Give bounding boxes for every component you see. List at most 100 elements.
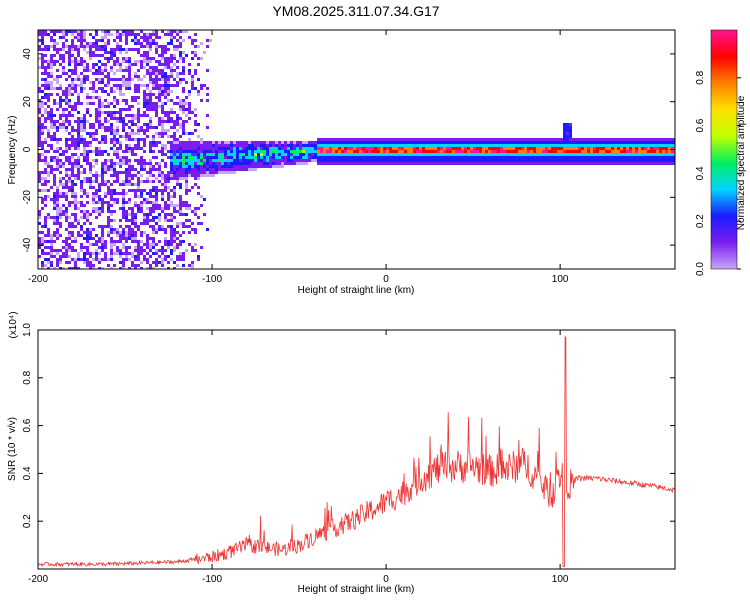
spectrogram-cell bbox=[515, 150, 518, 153]
spectrogram-cell bbox=[83, 120, 86, 123]
spectrogram-cell bbox=[158, 63, 161, 66]
spectrogram-cell bbox=[95, 48, 98, 51]
spectrogram-cell bbox=[347, 159, 350, 162]
spectrogram-cell bbox=[242, 159, 245, 162]
spectrogram-cell bbox=[413, 150, 416, 153]
spectrogram-cell bbox=[71, 141, 74, 144]
spectrogram-cell bbox=[110, 165, 113, 168]
spectrogram-cell bbox=[248, 153, 251, 156]
spectrogram-cell bbox=[110, 78, 113, 81]
spectrogram-cell bbox=[137, 207, 140, 210]
spectrogram-cell bbox=[77, 156, 80, 159]
spectrogram-cell bbox=[104, 111, 107, 114]
spectrogram-cell bbox=[560, 162, 563, 165]
spectrogram-cell bbox=[128, 174, 131, 177]
spectrogram-cell bbox=[143, 51, 146, 54]
spectrogram-cell bbox=[137, 138, 140, 141]
spectrogram-cell bbox=[164, 81, 167, 84]
spectrogram-cell bbox=[329, 147, 332, 150]
spectrogram-cell bbox=[218, 162, 221, 165]
spectrogram-cell bbox=[110, 117, 113, 120]
spectrogram-cell bbox=[431, 150, 434, 153]
spectrogram-cell bbox=[431, 141, 434, 144]
spectrogram-cell bbox=[38, 48, 41, 51]
spectrogram-cell bbox=[500, 162, 503, 165]
spectrogram-cell bbox=[53, 99, 56, 102]
spectrogram-cell bbox=[176, 174, 179, 177]
spectrogram-cell bbox=[101, 234, 104, 237]
spectrogram-cell bbox=[68, 237, 71, 240]
spectrogram-cell bbox=[161, 159, 164, 162]
spectrogram-cell bbox=[71, 108, 74, 111]
spectrogram-cell bbox=[452, 150, 455, 153]
spectrogram-cell bbox=[179, 99, 182, 102]
spectrogram-cell bbox=[122, 48, 125, 51]
spectrogram-cell bbox=[176, 243, 179, 246]
spectrogram-cell bbox=[464, 147, 467, 150]
spectrogram-cell bbox=[134, 174, 137, 177]
spectrogram-cell bbox=[248, 168, 251, 171]
spectrogram-cell bbox=[161, 102, 164, 105]
spectrogram-cell bbox=[89, 264, 92, 267]
spectrogram-cell bbox=[86, 63, 89, 66]
spectrogram-cell bbox=[422, 150, 425, 153]
spectrogram-cell bbox=[140, 246, 143, 249]
spectrogram-cell bbox=[170, 126, 173, 129]
spectrogram-cell bbox=[287, 153, 290, 156]
spectrogram-cell bbox=[107, 102, 110, 105]
spectrogram-cell bbox=[548, 138, 551, 141]
spectrogram-cell bbox=[134, 138, 137, 141]
spectrogram-cell bbox=[206, 150, 209, 153]
spectrogram-cell bbox=[662, 144, 665, 147]
spectrogram-cell bbox=[443, 150, 446, 153]
spectrogram-cell bbox=[53, 33, 56, 36]
spectrogram-cell bbox=[653, 147, 656, 150]
spectrogram-cell bbox=[233, 162, 236, 165]
spectrogram-cell bbox=[488, 156, 491, 159]
spectrogram-cell bbox=[116, 36, 119, 39]
spectrogram-cell bbox=[122, 126, 125, 129]
spectrogram-cell bbox=[149, 45, 152, 48]
spectrogram-cell bbox=[110, 111, 113, 114]
spectrogram-cell bbox=[131, 117, 134, 120]
spectrogram-cell bbox=[290, 159, 293, 162]
spectrogram-cell bbox=[107, 57, 110, 60]
spectrogram-cell bbox=[146, 33, 149, 36]
spectrogram-cell bbox=[98, 102, 101, 105]
spectrogram-cell bbox=[557, 159, 560, 162]
spectrogram-cell bbox=[509, 147, 512, 150]
spectrogram-cell bbox=[473, 147, 476, 150]
spectrogram-cell bbox=[152, 210, 155, 213]
spectrogram-cell bbox=[425, 138, 428, 141]
spectrogram-cell bbox=[467, 162, 470, 165]
spectrogram-cell bbox=[113, 144, 116, 147]
spectrogram-cell bbox=[95, 111, 98, 114]
spectrogram-cell bbox=[185, 120, 188, 123]
spectrogram-cell bbox=[47, 213, 50, 216]
spectrogram-cell bbox=[83, 138, 86, 141]
spectrogram-cell bbox=[461, 153, 464, 156]
spectrogram-cell bbox=[86, 213, 89, 216]
spectrogram-cell bbox=[191, 267, 194, 269]
spectrogram-cell bbox=[158, 174, 161, 177]
spectrogram-cell bbox=[383, 156, 386, 159]
spectrogram-cell bbox=[209, 141, 212, 144]
spectrogram-cell bbox=[584, 159, 587, 162]
spectrogram-cell bbox=[488, 162, 491, 165]
spectrogram-cell bbox=[305, 162, 308, 165]
spectrogram-cell bbox=[98, 267, 101, 269]
spectrogram-cell bbox=[635, 141, 638, 144]
spectrogram-cell bbox=[128, 252, 131, 255]
spectrogram-cell bbox=[68, 243, 71, 246]
spectrogram-cell bbox=[419, 141, 422, 144]
spectrogram-cell bbox=[167, 156, 170, 159]
spectrogram-cell bbox=[167, 111, 170, 114]
spectrogram-cell bbox=[344, 162, 347, 165]
spectrogram-cell bbox=[101, 177, 104, 180]
spectrogram-cell bbox=[614, 150, 617, 153]
spectrogram-cell bbox=[377, 147, 380, 150]
spectrogram-cell bbox=[335, 150, 338, 153]
spectrogram-cell bbox=[95, 255, 98, 258]
spectrogram-cell bbox=[98, 96, 101, 99]
spectrogram-cell bbox=[647, 138, 650, 141]
